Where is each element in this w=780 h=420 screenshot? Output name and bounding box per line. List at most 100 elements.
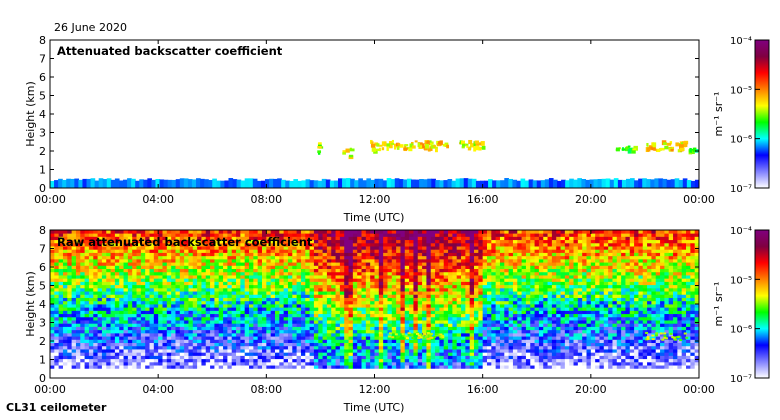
raw-cell — [439, 329, 445, 334]
raw-cell — [110, 297, 116, 302]
raw-cell — [188, 255, 194, 260]
raw-cell — [149, 297, 155, 302]
raw-cell — [153, 304, 159, 308]
raw-cell — [478, 323, 484, 327]
raw-cell — [75, 329, 81, 334]
raw-cell — [158, 368, 163, 372]
raw-cell — [326, 316, 332, 321]
raw-cell — [188, 230, 194, 234]
raw-cell — [106, 323, 111, 327]
raw-cell — [439, 233, 445, 237]
raw-cell — [374, 249, 380, 253]
raw-cell — [244, 316, 250, 321]
raw-cell — [331, 332, 336, 337]
raw-cell — [114, 313, 120, 318]
raw-cell — [84, 329, 90, 334]
raw-cell — [227, 236, 233, 241]
raw-cell — [391, 371, 397, 376]
raw-cell — [171, 339, 176, 344]
raw-cell — [192, 242, 198, 247]
raw-cell — [448, 358, 453, 363]
boundary-layer-cell — [269, 178, 274, 188]
raw-cell — [274, 361, 280, 366]
raw-cell — [452, 352, 458, 356]
raw-cell — [279, 294, 285, 298]
raw-cell — [80, 258, 86, 263]
raw-cell — [210, 278, 215, 282]
raw-cell — [352, 297, 358, 302]
raw-cell — [58, 246, 64, 250]
raw-cell — [404, 371, 410, 376]
raw-cell — [262, 323, 267, 327]
raw-cell — [201, 287, 207, 292]
raw-cell — [171, 300, 176, 305]
raw-cell — [227, 374, 233, 378]
raw-cell — [62, 230, 68, 234]
raw-cell — [435, 230, 440, 234]
raw-cell — [205, 284, 211, 289]
raw-cell — [274, 349, 280, 353]
raw-cell — [114, 307, 120, 311]
raw-cell — [400, 316, 406, 321]
raw-cell — [448, 255, 453, 260]
raw-cell — [257, 287, 263, 292]
raw-cell — [67, 316, 73, 321]
raw-cell — [283, 275, 289, 279]
raw-cell — [145, 323, 150, 327]
raw-cell — [396, 371, 401, 376]
raw-cell — [80, 355, 86, 360]
raw-cell — [171, 307, 176, 311]
raw-cell — [218, 246, 224, 250]
raw-cell — [110, 323, 116, 327]
raw-cell — [348, 236, 354, 241]
raw-cell — [132, 368, 137, 372]
raw-cell — [409, 326, 414, 331]
raw-cell — [287, 294, 293, 298]
raw-cell — [326, 355, 332, 360]
raw-cell — [54, 349, 60, 353]
raw-cell — [179, 249, 185, 253]
raw-cell — [171, 355, 176, 360]
raw-cell — [71, 262, 77, 266]
raw-cell — [253, 336, 259, 340]
raw-cell — [387, 255, 393, 260]
raw-cell — [223, 233, 228, 237]
raw-cell — [283, 281, 289, 286]
raw-cell — [456, 374, 462, 378]
raw-cell — [114, 326, 120, 331]
raw-cell — [478, 316, 484, 321]
raw-cell — [240, 310, 246, 315]
raw-cell — [119, 336, 124, 340]
raw-cell — [452, 284, 458, 289]
raw-cell — [114, 233, 120, 237]
raw-cell — [279, 326, 285, 331]
raw-cell — [244, 242, 250, 247]
raw-cell — [171, 242, 176, 247]
raw-cell — [227, 252, 233, 257]
raw-cell — [413, 358, 419, 363]
raw-cell — [166, 233, 172, 237]
raw-cell — [417, 262, 423, 266]
raw-cell — [244, 294, 250, 298]
raw-cell — [439, 291, 445, 295]
raw-cell — [218, 252, 224, 257]
raw-cell — [58, 284, 64, 289]
raw-cell — [158, 281, 163, 286]
raw-cell — [240, 252, 246, 257]
raw-cell — [461, 310, 466, 315]
raw-cell — [305, 249, 310, 253]
raw-cell — [448, 304, 453, 308]
raw-cell — [162, 281, 168, 286]
raw-cell — [101, 310, 107, 315]
raw-cell — [465, 342, 471, 347]
y-tick-label: 4 — [39, 108, 46, 121]
raw-cell — [257, 307, 263, 311]
raw-cell — [404, 320, 410, 324]
raw-cell — [175, 252, 181, 257]
raw-cell — [292, 297, 298, 302]
raw-cell — [309, 310, 315, 315]
raw-cell — [430, 355, 436, 360]
raw-cell — [136, 284, 142, 289]
raw-cell — [218, 332, 224, 337]
raw-cell — [110, 300, 116, 305]
